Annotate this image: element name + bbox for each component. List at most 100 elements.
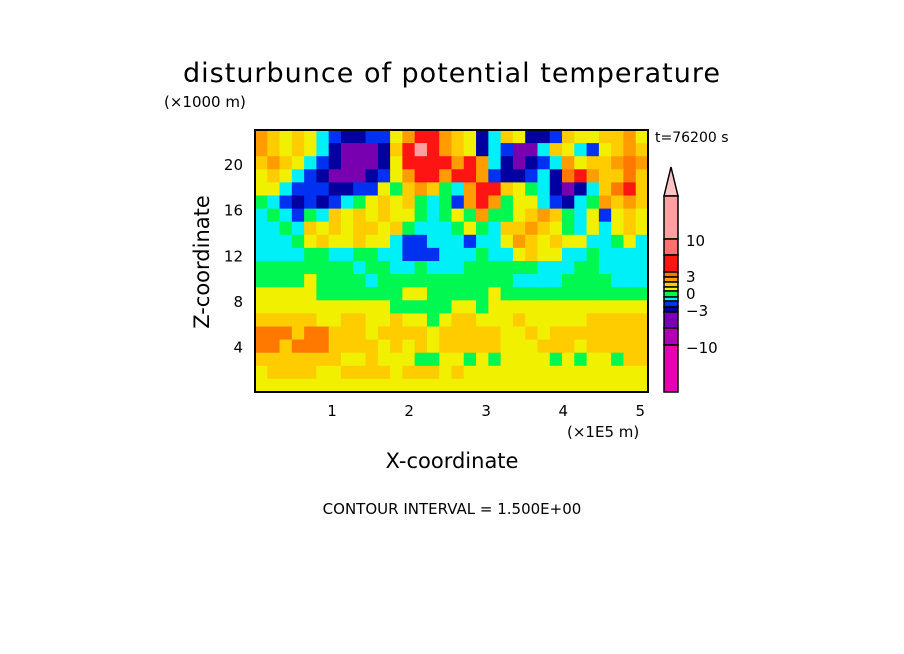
contour-cell (377, 156, 391, 170)
contour-cell (623, 378, 637, 393)
contour-cell (488, 313, 502, 328)
y-tick-label: 20 (224, 156, 243, 174)
contour-cell (512, 313, 526, 328)
contour-cell (365, 261, 379, 275)
contour-cell (365, 208, 379, 223)
contour-cell (328, 130, 342, 144)
contour-cell (574, 195, 588, 210)
contour-cell (537, 378, 551, 393)
contour-cell (488, 352, 502, 367)
contour-cell (463, 234, 477, 249)
contour-cell (439, 365, 453, 380)
contour-cell (353, 352, 367, 367)
contour-cell (586, 352, 600, 367)
contour-cell (500, 143, 514, 157)
contour-cell (390, 143, 403, 157)
colorbar-band (663, 344, 679, 393)
contour-cell (291, 274, 305, 288)
contour-cell (426, 313, 440, 328)
contour-cell (635, 313, 649, 328)
contour-cell (390, 378, 403, 393)
contour-cell (255, 339, 268, 354)
contour-cell (512, 300, 526, 314)
contour-cell (291, 261, 305, 275)
contour-cell (574, 182, 588, 197)
contour-cell (586, 365, 600, 380)
contour-cell (574, 169, 588, 183)
contour-cell (512, 169, 526, 183)
contour-cell (365, 274, 379, 288)
contour-cell (291, 365, 305, 380)
contour-cell (635, 287, 649, 301)
contour-cell (365, 130, 379, 144)
contour-cell (414, 234, 428, 249)
contour-cell (316, 339, 330, 354)
contour-cell (476, 300, 489, 314)
contour-cell (549, 208, 563, 223)
contour-cell (340, 339, 354, 354)
contour-cell (255, 195, 268, 210)
contour-cell (402, 195, 416, 210)
contour-cell (328, 234, 342, 249)
contour-cell (291, 313, 305, 328)
contour-cell (488, 221, 502, 236)
contour-cell (488, 326, 502, 341)
contour-cell (267, 143, 281, 157)
contour-cell (340, 234, 354, 249)
contour-cell (414, 261, 428, 275)
contour-cell (439, 156, 453, 170)
contour-cell (611, 352, 625, 367)
contour-cell (304, 326, 318, 341)
contour-cell (635, 221, 649, 236)
contour-cell (549, 247, 563, 262)
contour-cell (512, 274, 526, 288)
contour-cell (635, 274, 649, 288)
contour-cell (476, 182, 489, 197)
contour-cell (476, 326, 489, 341)
contour-cell (328, 156, 342, 170)
contour-cell (279, 326, 293, 341)
contour-cell (488, 339, 502, 354)
contour-cell (463, 313, 477, 328)
contour-cell (635, 378, 649, 393)
contour-cell (377, 182, 391, 197)
contour-cell (500, 261, 514, 275)
contour-cell (562, 313, 575, 328)
contour-cell (562, 326, 575, 341)
contour-cell (402, 182, 416, 197)
contour-cell (463, 156, 477, 170)
contour-cell (390, 208, 403, 223)
contour-cell (279, 378, 293, 393)
contour-cell (549, 169, 563, 183)
contour-cell (390, 234, 403, 249)
contour-cell (562, 234, 575, 249)
contour-cell (463, 326, 477, 341)
contour-cell (574, 247, 588, 262)
contour-cell (426, 247, 440, 262)
contour-cell (451, 221, 465, 236)
contour-cell (611, 130, 625, 144)
contour-cell (439, 195, 453, 210)
contour-cell (328, 247, 342, 262)
contour-cell (512, 326, 526, 341)
contour-cell (390, 313, 403, 328)
contour-cell (377, 234, 391, 249)
contour-cell (267, 182, 281, 197)
contour-cell (598, 247, 612, 262)
contour-cell (451, 261, 465, 275)
contour-cell (426, 352, 440, 367)
contour-cell (328, 326, 342, 341)
contour-cell (623, 352, 637, 367)
contour-cell (340, 182, 354, 197)
contour-cell (304, 300, 318, 314)
contour-cell (451, 247, 465, 262)
contour-cell (611, 339, 625, 354)
contour-cell (340, 195, 354, 210)
contour-cell (598, 261, 612, 275)
contour-cell (623, 156, 637, 170)
contour-cell (353, 143, 367, 157)
contour-cell (439, 169, 453, 183)
contour-cell (255, 221, 268, 236)
contour-cell (365, 352, 379, 367)
